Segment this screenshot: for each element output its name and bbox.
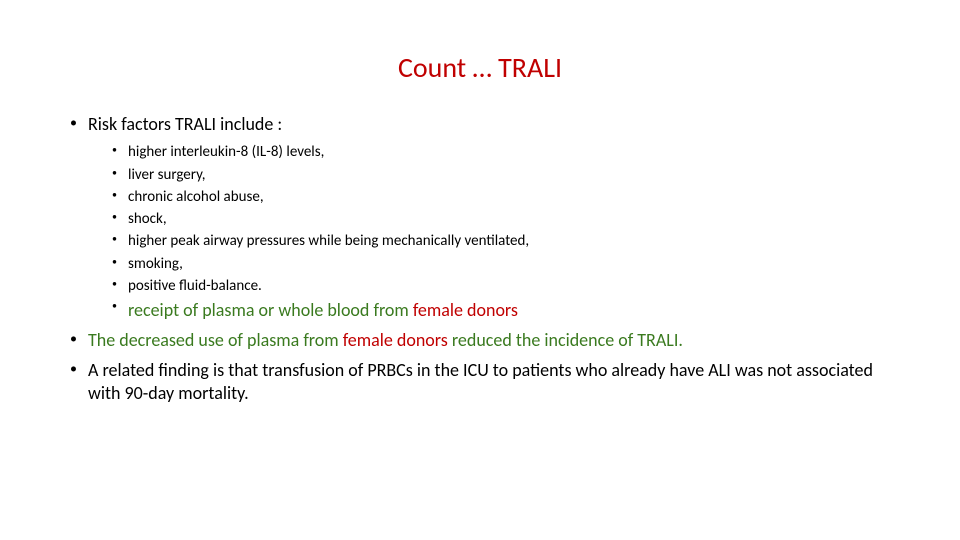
bullet-risk-factors: Risk factors TRALI include : higher inte… [60,113,900,323]
risk-item-text: shock, [128,210,167,228]
risk-item-text: smoking, [128,255,183,273]
decrease-key: female donors [343,329,448,351]
decrease-post: reduced the incidence of TRALI. [448,329,683,351]
risk-item: positive fluid-balance. [88,276,900,296]
risk-emph-key: female donors [413,299,518,321]
risk-item: liver surgery, [88,165,900,185]
bullet-list-level1: Risk factors TRALI include : higher inte… [60,113,900,406]
risk-item-text: chronic alcohol abuse, [128,188,264,206]
risk-intro-text: Risk factors TRALI include : [88,113,282,135]
bullet-list-level2: higher interleukin-8 (IL-8) levels, live… [88,142,900,323]
risk-item-emph: receipt of plasma or whole blood from fe… [88,298,900,323]
risk-item: higher peak airway pressures while being… [88,231,900,251]
risk-item: chronic alcohol abuse, [88,187,900,207]
slide-title: Count … TRALI [60,50,900,85]
risk-emph-pre: receipt of plasma or whole blood from [128,299,413,321]
slide: Count … TRALI Risk factors TRALI include… [0,0,960,540]
bullet-related: A related finding is that transfusion of… [60,359,900,406]
risk-item: smoking, [88,254,900,274]
risk-item: higher interleukin-8 (IL-8) levels, [88,142,900,162]
decrease-pre: The decreased use of plasma from [88,329,343,351]
related-text: A related finding is that transfusion of… [88,359,873,404]
bullet-decrease: The decreased use of plasma from female … [60,329,900,352]
risk-item-text: liver surgery, [128,166,206,184]
risk-item-text: higher peak airway pressures while being… [128,232,529,250]
risk-item: shock, [88,209,900,229]
risk-item-text: positive fluid-balance. [128,277,262,295]
risk-item-text: higher interleukin-8 (IL-8) levels, [128,143,324,161]
